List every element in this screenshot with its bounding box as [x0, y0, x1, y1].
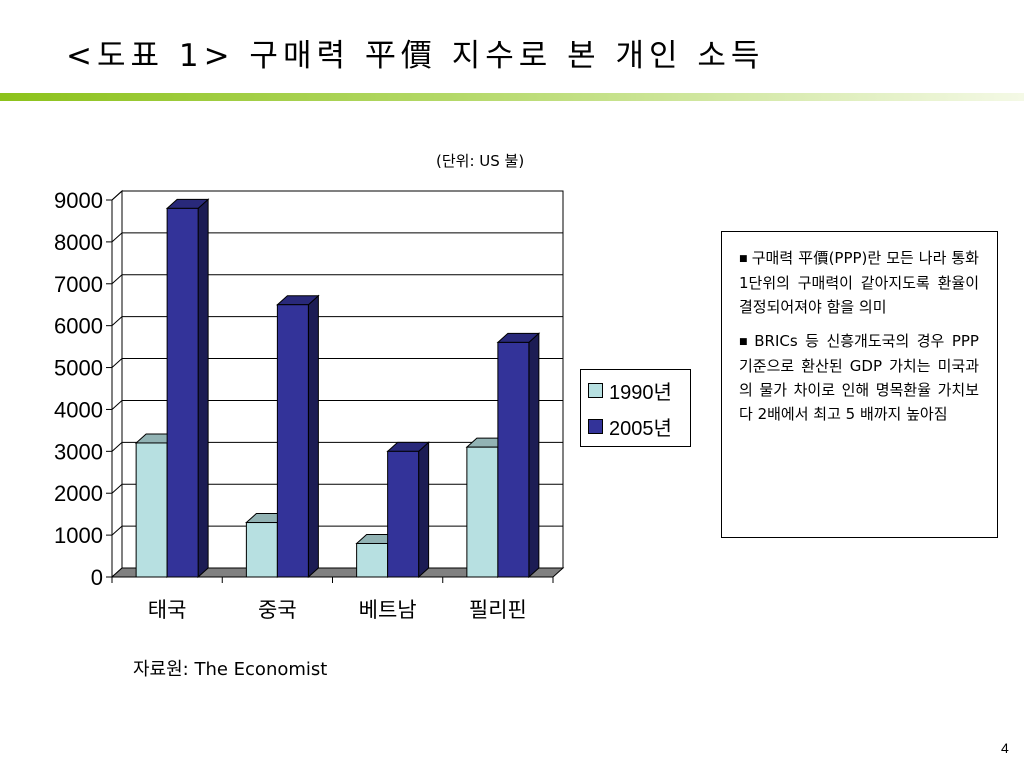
bullet-icon: ■: [739, 337, 751, 347]
bar: [356, 542, 389, 578]
legend-item-series-1: 1990년: [588, 376, 672, 405]
slide-title: <도표 1> 구매력 平價 지수로 본 개인 소득: [66, 38, 765, 74]
gridline-side: [111, 274, 123, 285]
x-axis-labels: 태국 중국 베트남 필리핀: [148, 598, 527, 622]
x-category-label: 태국: [148, 598, 187, 622]
note-item: ■ BRICs 등 신흥개도국의 경우 PPP 기준으로 환산된 GDP 가치는 …: [739, 329, 979, 426]
bar-side-face: [528, 332, 540, 579]
bar: [466, 446, 499, 578]
y-tick-label: 5000: [54, 356, 103, 381]
bar: [166, 207, 199, 578]
bar: [245, 522, 278, 578]
explanation-box: ■ 구매력 平價(PPP)란 모든 나라 통화 1단위의 구매력이 같아지도록 환…: [721, 231, 998, 538]
gridline-side: [111, 483, 123, 494]
note-text: 구매력 平價(PPP)란 모든 나라 통화 1단위의 구매력이 같아지도록 환율…: [739, 249, 979, 316]
legend-label: 1990년: [609, 382, 672, 404]
gridline-side: [111, 232, 123, 243]
y-axis-ticks: 0 1000 2000 3000 4000 5000 6000 7000 8000 9000: [54, 188, 103, 590]
y-tick-label: 4000: [54, 397, 103, 422]
y-tick-label: 9000: [54, 188, 103, 213]
chart-bars: [134, 198, 541, 579]
gridline-side: [111, 358, 123, 368]
bar: [497, 341, 530, 578]
bar: [276, 304, 309, 578]
gridline-side: [111, 525, 123, 536]
chart-legend: 1990년 2005년: [580, 369, 691, 447]
legend-item-series-2: 2005년: [588, 412, 672, 441]
legend-swatch: [588, 419, 603, 434]
gridline-side: [111, 441, 123, 452]
y-tick-label: 0: [91, 565, 103, 590]
bullet-icon: ■: [739, 254, 748, 264]
y-tick-label: 7000: [54, 272, 103, 297]
legend-swatch: [588, 383, 603, 398]
bar: [387, 450, 420, 578]
y-tick-label: 8000: [54, 230, 103, 255]
title-underline: [0, 93, 1024, 101]
legend-label: 2005년: [609, 418, 672, 440]
y-tick-label: 2000: [54, 481, 103, 506]
gridline-side: [111, 316, 123, 327]
x-category-label: 베트남: [359, 598, 417, 622]
chart-side-wall: [111, 189, 123, 579]
bar-side-face: [307, 294, 319, 579]
bar: [135, 442, 168, 578]
x-category-label: 중국: [258, 598, 297, 622]
y-tick-label: 6000: [54, 314, 103, 339]
note-text: BRICs 등 신흥개도국의 경우 PPP 기준으로 환산된 GDP 가치는 미…: [739, 332, 979, 423]
y-tick-label: 1000: [54, 523, 103, 548]
unit-label: (단위: US 불): [436, 152, 525, 170]
gridline-side: [111, 400, 123, 410]
x-category-label: 필리핀: [469, 598, 527, 622]
bar-side-face: [418, 441, 430, 579]
page-number: 4: [1001, 740, 1009, 756]
gridline-side: [111, 190, 123, 201]
y-tick-label: 3000: [54, 439, 103, 464]
note-item: ■ 구매력 平價(PPP)란 모든 나라 통화 1단위의 구매력이 같아지도록 환…: [739, 246, 979, 319]
bar-side-face: [197, 198, 209, 579]
source-label: 자료원: The Economist: [133, 659, 328, 680]
